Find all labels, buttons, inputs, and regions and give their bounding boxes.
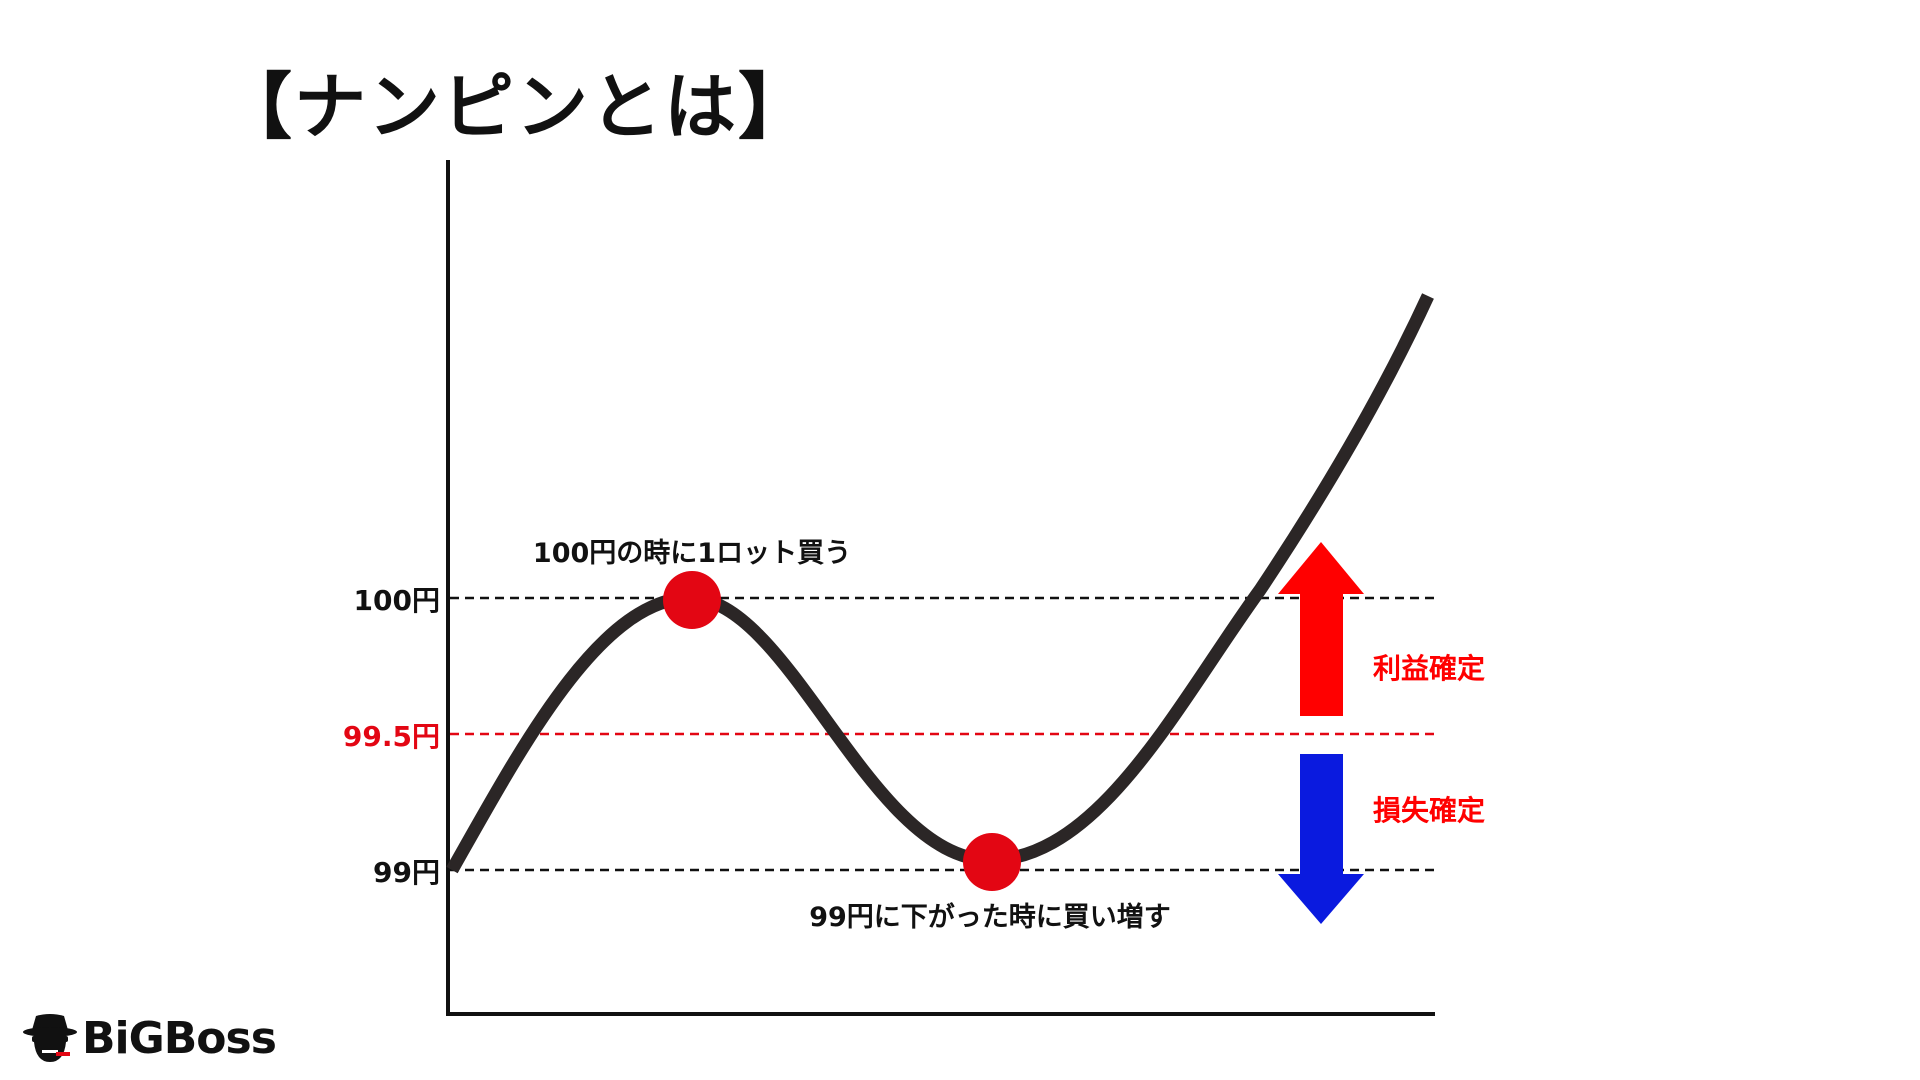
level-label-mid: 99.5円	[343, 720, 440, 753]
profit-arrow-icon	[1278, 542, 1364, 716]
loss-arrow-icon	[1278, 754, 1364, 924]
entry-point-high	[663, 571, 721, 629]
entry-point-low	[963, 833, 1021, 891]
annotation-first-buy: 100円の時に1ロット買う	[533, 538, 851, 569]
logo-wordmark: BiGBoss	[82, 1012, 277, 1064]
profit-label: 利益確定	[1373, 652, 1485, 685]
level-label-low: 99円	[373, 856, 440, 889]
page-title: 【ナンピンとは】	[220, 65, 813, 149]
level-label-high: 100円	[354, 584, 440, 617]
loss-label: 損失確定	[1373, 794, 1485, 827]
hat-man-icon	[23, 1014, 77, 1062]
annotation-add-buy: 99円に下がった時に買い増す	[809, 901, 1171, 933]
brand-logo: BiGBoss	[22, 1012, 277, 1064]
price-curve	[446, 293, 1434, 874]
